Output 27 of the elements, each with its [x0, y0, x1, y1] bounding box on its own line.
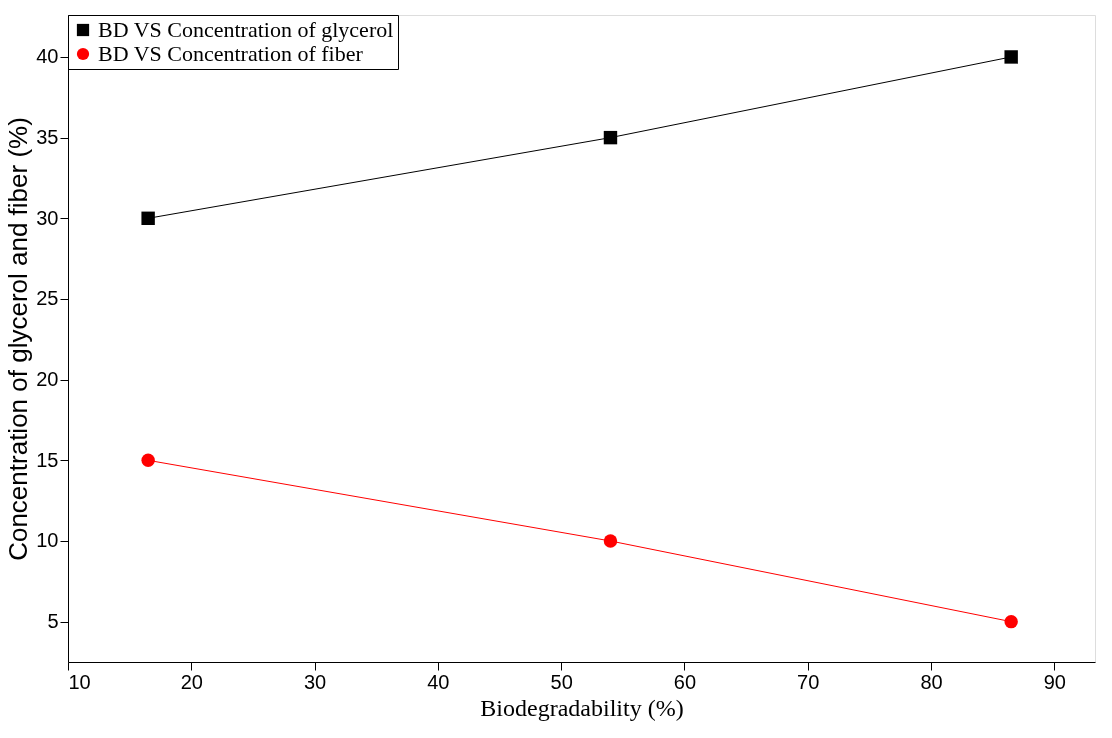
y-tick-label: 5	[47, 610, 59, 633]
y-tick-label: 30	[36, 206, 59, 229]
x-tick-label: 40	[427, 670, 450, 693]
x-tick-label: 70	[797, 670, 820, 693]
point	[141, 453, 155, 468]
y-axis-title: Concentration of glycerol and fiber (%)	[3, 117, 34, 561]
point	[141, 211, 155, 225]
x-tick-label: 20	[180, 670, 203, 693]
point	[1004, 614, 1018, 629]
y-tick-label: 10	[36, 529, 59, 552]
y-tick-label: 25	[36, 287, 59, 310]
legend-label: BD VS Concentration of fiber	[98, 41, 364, 66]
legend-label: BD VS Concentration of glycerol	[98, 17, 394, 42]
x-tick-label: 30	[303, 670, 327, 693]
x-tick-label: 90	[1043, 670, 1066, 693]
y-tick-label: 15	[36, 448, 59, 471]
point	[603, 534, 618, 548]
x-tick-label: 50	[550, 670, 573, 693]
y-tick-label: 40	[36, 45, 59, 68]
x-tick-label: 80	[920, 670, 943, 693]
x-tick-label: 10	[68, 670, 91, 693]
y-tick-label: 35	[36, 126, 59, 149]
y-tick-label: 20	[36, 368, 59, 391]
point	[603, 130, 618, 145]
x-axis-title: Biodegradability (%)	[480, 694, 684, 721]
x-tick-label: 60	[673, 670, 697, 693]
point	[1004, 50, 1018, 64]
